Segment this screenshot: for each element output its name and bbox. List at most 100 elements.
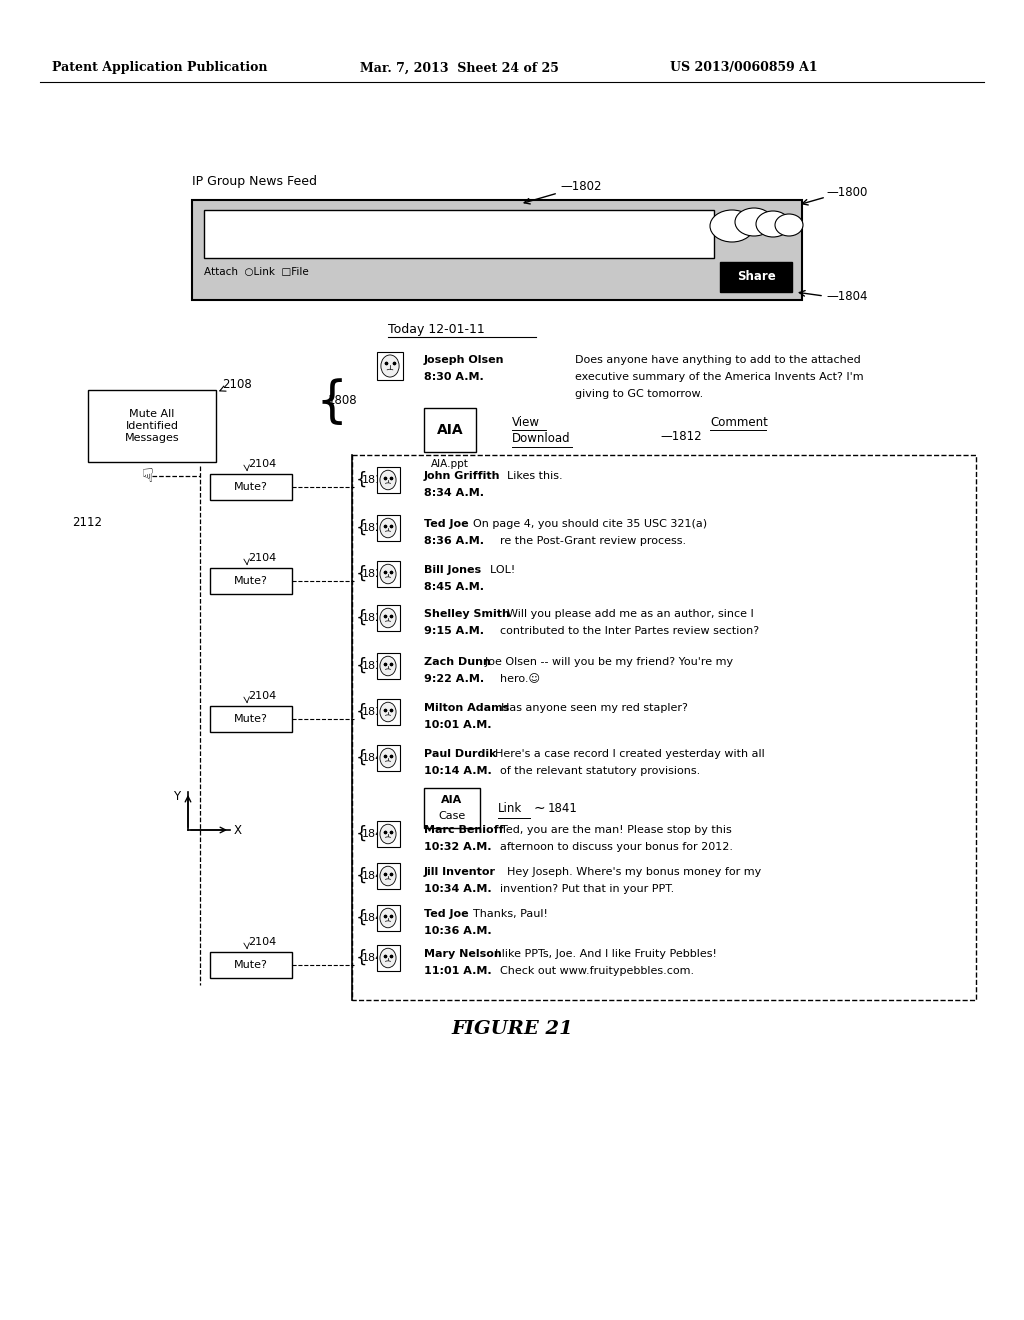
FancyBboxPatch shape <box>210 706 292 733</box>
Text: 9:22 A.M.: 9:22 A.M. <box>424 675 484 684</box>
Text: Share: Share <box>736 271 775 284</box>
Text: Zach Dunn: Zach Dunn <box>424 657 490 667</box>
FancyBboxPatch shape <box>424 788 480 828</box>
Text: 10:34 A.M.: 10:34 A.M. <box>424 884 492 894</box>
FancyBboxPatch shape <box>377 821 399 846</box>
Text: ∼: ∼ <box>534 801 546 814</box>
Text: {: { <box>356 949 368 968</box>
Text: invention? Put that in your PPT.: invention? Put that in your PPT. <box>500 884 674 894</box>
Text: 1844: 1844 <box>362 871 390 880</box>
Text: {: { <box>356 748 368 767</box>
FancyBboxPatch shape <box>377 351 403 380</box>
Text: 1820: 1820 <box>362 523 390 533</box>
Ellipse shape <box>380 948 396 968</box>
Text: Mar. 7, 2013  Sheet 24 of 25: Mar. 7, 2013 Sheet 24 of 25 <box>360 62 559 74</box>
Text: 10:01 A.M.: 10:01 A.M. <box>424 719 492 730</box>
Text: Mute?: Mute? <box>234 482 268 492</box>
FancyBboxPatch shape <box>210 568 292 594</box>
Text: {: { <box>356 909 368 927</box>
Ellipse shape <box>775 214 803 236</box>
Text: Marc Benioff: Marc Benioff <box>424 825 504 836</box>
Text: Bill Jones: Bill Jones <box>424 565 481 576</box>
Text: re the Post-Grant review process.: re the Post-Grant review process. <box>500 536 686 546</box>
FancyBboxPatch shape <box>193 201 802 300</box>
Ellipse shape <box>380 609 396 628</box>
Text: 1828: 1828 <box>362 612 390 623</box>
Ellipse shape <box>380 519 396 537</box>
Text: of the relevant statutory provisions.: of the relevant statutory provisions. <box>500 766 700 776</box>
FancyBboxPatch shape <box>377 906 399 931</box>
Text: Y: Y <box>173 789 180 803</box>
FancyBboxPatch shape <box>210 952 292 978</box>
Text: 1832: 1832 <box>362 661 390 671</box>
Ellipse shape <box>380 702 396 722</box>
Ellipse shape <box>380 824 396 843</box>
Text: 2104: 2104 <box>248 553 276 564</box>
Text: Joseph Olsen: Joseph Olsen <box>424 355 505 366</box>
Text: Mute?: Mute? <box>234 576 268 586</box>
Text: hero.☺: hero.☺ <box>500 675 540 684</box>
Text: 2108: 2108 <box>222 379 252 392</box>
Ellipse shape <box>380 564 396 583</box>
Text: AIA: AIA <box>441 795 463 805</box>
Text: Paul Durdik: Paul Durdik <box>424 748 497 759</box>
FancyBboxPatch shape <box>377 945 399 970</box>
Text: Link: Link <box>498 801 522 814</box>
FancyBboxPatch shape <box>424 408 476 451</box>
Text: LOL!: LOL! <box>483 565 515 576</box>
Text: {: { <box>356 471 368 488</box>
Text: 2104: 2104 <box>248 690 276 701</box>
Text: {: { <box>356 519 368 537</box>
Text: Mary Nelson: Mary Nelson <box>424 949 502 960</box>
Text: 1848: 1848 <box>362 953 390 964</box>
FancyBboxPatch shape <box>377 700 399 725</box>
Ellipse shape <box>380 656 396 676</box>
Text: {: { <box>356 867 368 884</box>
Text: 1846: 1846 <box>362 913 390 923</box>
Text: Case: Case <box>438 810 466 821</box>
Text: 1836: 1836 <box>362 708 390 717</box>
Text: }: } <box>304 376 336 424</box>
Text: 1841: 1841 <box>548 801 578 814</box>
FancyBboxPatch shape <box>377 515 399 541</box>
Text: 10:36 A.M.: 10:36 A.M. <box>424 927 492 936</box>
FancyBboxPatch shape <box>352 455 976 1001</box>
Text: —1804: —1804 <box>826 289 867 302</box>
FancyBboxPatch shape <box>377 653 399 678</box>
FancyBboxPatch shape <box>377 746 399 771</box>
Text: {: { <box>356 825 368 843</box>
Text: —1800: —1800 <box>826 186 867 198</box>
Text: US 2013/0060859 A1: US 2013/0060859 A1 <box>670 62 817 74</box>
Text: {: { <box>356 657 368 675</box>
Text: executive summary of the America Invents Act? I'm: executive summary of the America Invents… <box>575 372 863 381</box>
Text: Attach  ○Link  □File: Attach ○Link □File <box>204 267 309 277</box>
FancyBboxPatch shape <box>377 863 399 888</box>
Text: Comment: Comment <box>710 416 768 429</box>
FancyBboxPatch shape <box>88 389 216 462</box>
Text: FIGURE 21: FIGURE 21 <box>452 1020 572 1038</box>
Text: {: { <box>356 565 368 583</box>
Text: 9:15 A.M.: 9:15 A.M. <box>424 626 484 636</box>
Text: I like PPTs, Joe. And I like Fruity Pebbles!: I like PPTs, Joe. And I like Fruity Pebb… <box>488 949 718 960</box>
Text: Has anyone seen my red stapler?: Has anyone seen my red stapler? <box>494 704 688 713</box>
Text: 1816: 1816 <box>362 475 390 484</box>
Ellipse shape <box>710 210 754 242</box>
Text: afternoon to discuss your bonus for 2012.: afternoon to discuss your bonus for 2012… <box>500 842 733 851</box>
Ellipse shape <box>735 209 773 236</box>
Text: 10:32 A.M.: 10:32 A.M. <box>424 842 492 851</box>
Text: —1802: —1802 <box>560 181 601 194</box>
Text: giving to GC tomorrow.: giving to GC tomorrow. <box>575 389 703 399</box>
Text: 1808: 1808 <box>328 393 357 407</box>
Text: 2104: 2104 <box>248 937 276 946</box>
Text: {: { <box>356 609 368 627</box>
Text: John Griffith: John Griffith <box>424 471 501 480</box>
Text: 8:30 A.M.: 8:30 A.M. <box>424 372 483 381</box>
Text: Jill Inventor: Jill Inventor <box>424 867 496 876</box>
FancyBboxPatch shape <box>204 210 714 257</box>
Text: IP Group News Feed: IP Group News Feed <box>193 176 317 187</box>
Text: Shelley Smith: Shelley Smith <box>424 609 510 619</box>
Ellipse shape <box>380 470 396 490</box>
Text: 2112: 2112 <box>72 516 102 529</box>
Text: —1812: —1812 <box>660 430 701 444</box>
Ellipse shape <box>380 908 396 928</box>
